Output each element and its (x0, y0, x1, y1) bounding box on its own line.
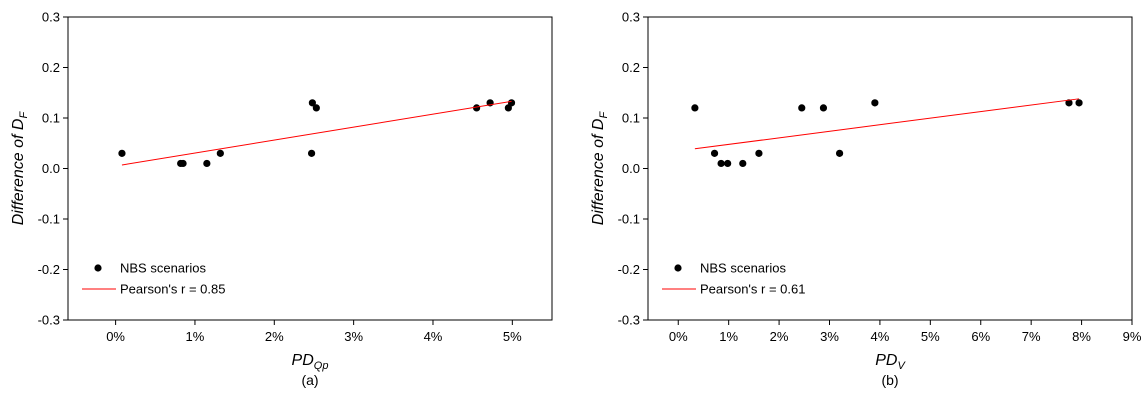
x-tick-label: 0% (669, 329, 688, 344)
data-point (717, 159, 725, 168)
chart-panel-b: -0.3 -0.2 -0.1 0.0 0.1 0.2 0.3 0% 1% 2% 3% 4% 5% 6% 7%… (590, 10, 1142, 389)
x-tick-label: 5% (503, 329, 522, 344)
x-axis-title: PDQp (292, 352, 329, 372)
y-axis-title-main: Difference of D (10, 118, 27, 225)
x-tick-label: 3% (820, 329, 839, 344)
regression-line (694, 98, 1080, 150)
y-tick-label: -0.1 (618, 212, 640, 227)
y-axis-title: Difference of DF (590, 111, 610, 226)
data-point (710, 149, 719, 157)
legend-label-points: NBS scenarios (700, 261, 786, 276)
legend-label-line: Pearson's r = 0.61 (700, 282, 805, 297)
data-point (798, 104, 806, 112)
y-tick-label: -0.3 (618, 313, 640, 328)
y-tick-label: 0.0 (42, 161, 60, 176)
data-point (312, 104, 320, 112)
x-tick-label: 5% (921, 329, 940, 344)
x-tick-label: 2% (770, 329, 789, 344)
x-tick-label: 7% (1022, 329, 1041, 344)
y-tick-label: 0.1 (42, 111, 60, 126)
data-point (819, 104, 828, 112)
x-tick-label: 3% (344, 329, 363, 344)
data-point (179, 159, 187, 168)
x-tick-label: 0% (106, 329, 125, 344)
data-point (724, 159, 732, 168)
data-point (216, 149, 224, 157)
y-axis-title-sub: F (598, 111, 610, 119)
data-point (118, 149, 126, 157)
x-axis-title-main: PD (875, 352, 898, 369)
y-tick-label: 0.3 (42, 10, 60, 25)
y-axis-title-main: Difference of D (590, 118, 607, 225)
y-tick-label: -0.2 (38, 262, 60, 277)
data-point (691, 104, 699, 112)
data-point (739, 159, 747, 168)
y-tick-label: 0.1 (622, 111, 640, 126)
x-tick-label: 2% (265, 329, 284, 344)
y-tick-label: -0.3 (38, 313, 60, 328)
y-tick-label: 0.3 (622, 10, 640, 25)
data-point (203, 159, 211, 168)
data-point (835, 149, 844, 157)
x-axis-title: PDV (875, 352, 906, 372)
legend-marker-points (94, 264, 102, 272)
x-tick-label: 4% (424, 329, 443, 344)
x-axis-title-sub: Qp (314, 360, 329, 372)
x-tick-label: 9% (1123, 329, 1142, 344)
legend-label-points: NBS scenarios (120, 261, 206, 276)
data-point (755, 149, 763, 157)
panel-label: (b) (881, 372, 898, 388)
data-point (1075, 99, 1083, 107)
regression-line (121, 100, 512, 166)
x-tick-label: 1% (186, 329, 205, 344)
chart-panel-a: -0.3 -0.2 -0.1 0.0 0.1 0.2 0.3 0% 1% 2% 3% 4% 5% NBS … (10, 10, 553, 388)
y-tick-label: -0.2 (618, 262, 640, 277)
legend-marker-points (674, 264, 682, 272)
x-tick-label: 4% (871, 329, 890, 344)
y-tick-label: 0.0 (622, 161, 640, 176)
y-tick-label: 0.2 (622, 60, 640, 75)
data-point (871, 99, 879, 107)
x-tick-label: 6% (971, 329, 990, 344)
y-tick-label: 0.2 (42, 60, 60, 75)
x-axis-title-sub: V (897, 360, 906, 372)
y-axis-title-sub: F (18, 111, 30, 119)
x-tick-label: 1% (719, 329, 738, 344)
data-point (473, 104, 481, 112)
data-point (307, 149, 316, 157)
data-point (507, 99, 516, 107)
x-tick-label: 8% (1072, 329, 1091, 344)
x-axis-title-main: PD (292, 352, 315, 369)
panel-label: (a) (301, 372, 318, 388)
y-tick-label: -0.1 (38, 212, 60, 227)
data-point (1065, 99, 1073, 107)
y-axis-title: Difference of DF (10, 111, 30, 226)
legend-label-line: Pearson's r = 0.85 (120, 282, 225, 297)
data-point (308, 99, 316, 107)
